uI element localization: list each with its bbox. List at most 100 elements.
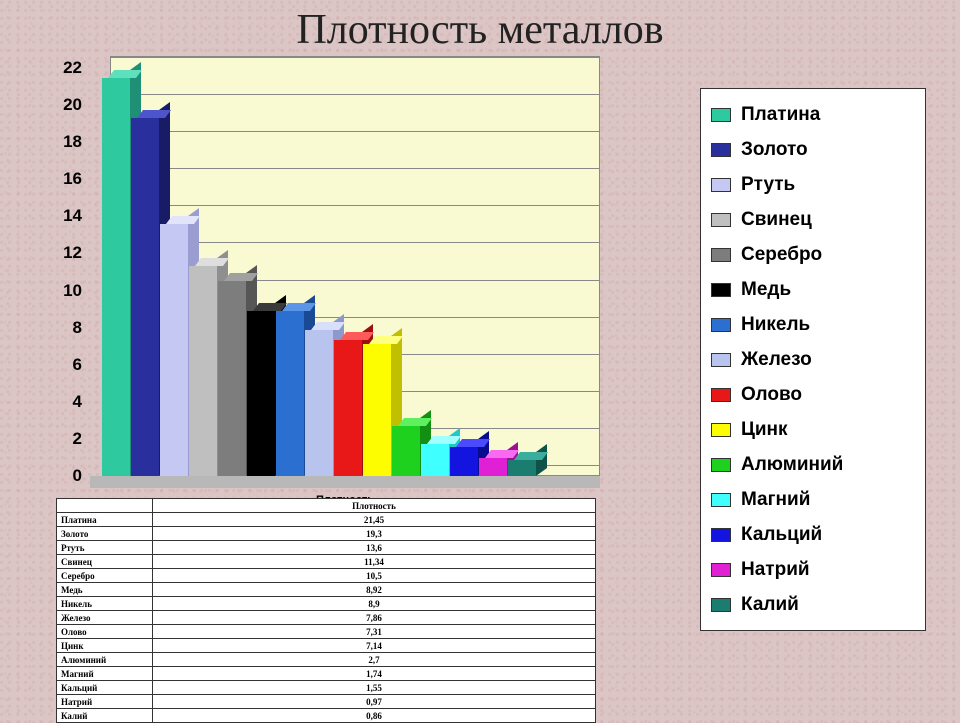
legend-label: Свинец: [741, 209, 812, 231]
table-cell-value: 8,92: [153, 583, 596, 597]
legend-label: Натрий: [741, 559, 810, 581]
legend-swatch: [711, 458, 731, 472]
legend-swatch: [711, 318, 731, 332]
table-row: Алюминий2,7: [57, 653, 596, 667]
legend-item: Ртуть: [711, 167, 915, 202]
legend-label: Кальций: [741, 524, 822, 546]
bar-top: [369, 336, 403, 344]
bar: [305, 330, 333, 476]
bar-front: [102, 78, 130, 476]
legend-item: Платина: [711, 97, 915, 132]
legend-label: Олово: [741, 384, 802, 406]
bar-front: [305, 330, 333, 476]
legend-swatch: [711, 598, 731, 612]
table-cell-name: Натрий: [57, 695, 153, 709]
table-cell-name: Цинк: [57, 639, 153, 653]
legend-item: Никель: [711, 307, 915, 342]
table-cell-value: 1,74: [153, 667, 596, 681]
legend-item: Кальций: [711, 517, 915, 552]
table-cell-name: Ртуть: [57, 541, 153, 555]
plot-floor: [90, 476, 600, 488]
bar-front: [421, 444, 449, 476]
bar-front: [247, 311, 275, 476]
y-tick: 16: [63, 169, 82, 189]
legend-label: Серебро: [741, 244, 822, 266]
bar-front: [450, 447, 478, 476]
bar: [218, 281, 246, 476]
legend-swatch: [711, 528, 731, 542]
table-row: Железо7,86: [57, 611, 596, 625]
table-row: Ртуть13,6: [57, 541, 596, 555]
y-tick: 10: [63, 281, 82, 301]
bar-front: [334, 340, 362, 476]
table-cell-name: Олово: [57, 625, 153, 639]
legend-label: Железо: [741, 349, 812, 371]
table-cell-value: 7,31: [153, 625, 596, 639]
bar-front: [189, 266, 217, 476]
table-row: Медь8,92: [57, 583, 596, 597]
legend-item: Натрий: [711, 552, 915, 587]
bar: [102, 78, 130, 476]
y-tick: 4: [73, 392, 82, 412]
legend-label: Алюминий: [741, 454, 843, 476]
bar: [276, 311, 304, 476]
table-row: Платина21,45: [57, 513, 596, 527]
y-tick: 14: [63, 206, 82, 226]
table-cell-name: Свинец: [57, 555, 153, 569]
bar-front: [508, 460, 536, 476]
bar: [131, 118, 159, 476]
table-body: Платина21,45Золото19,3Ртуть13,6Свинец11,…: [57, 513, 596, 723]
table-row: Цинк7,14: [57, 639, 596, 653]
legend-swatch: [711, 248, 731, 262]
legend-swatch: [711, 423, 731, 437]
bar-top: [282, 303, 316, 311]
legend-label: Калий: [741, 594, 799, 616]
bar-front: [276, 311, 304, 476]
legend-swatch: [711, 108, 731, 122]
y-tick: 20: [63, 95, 82, 115]
legend-swatch: [711, 213, 731, 227]
legend-swatch: [711, 178, 731, 192]
legend-item: Серебро: [711, 237, 915, 272]
table-cell-value: 1,55: [153, 681, 596, 695]
chart-area: 0246810121416182022 Плотность: [44, 68, 600, 488]
table-cell-name: Серебро: [57, 569, 153, 583]
legend-label: Магний: [741, 489, 810, 511]
table-cell-name: Кальций: [57, 681, 153, 695]
table-row: Магний1,74: [57, 667, 596, 681]
bar-side: [536, 444, 547, 476]
table-row: Свинец11,34: [57, 555, 596, 569]
bar-top: [398, 418, 432, 426]
y-tick: 8: [73, 318, 82, 338]
table-row: Серебро10,5: [57, 569, 596, 583]
table-cell-value: 10,5: [153, 569, 596, 583]
bar-front: [479, 458, 507, 476]
bar-top: [166, 216, 200, 224]
table-cell-value: 0,86: [153, 709, 596, 723]
y-tick: 12: [63, 243, 82, 263]
bar: [392, 426, 420, 476]
legend-label: Платина: [741, 104, 820, 126]
bar: [189, 266, 217, 476]
table-header-name: [57, 499, 153, 513]
bar: [363, 344, 391, 476]
legend-label: Ртуть: [741, 174, 795, 196]
legend-item: Цинк: [711, 412, 915, 447]
table-cell-value: 2,7: [153, 653, 596, 667]
y-tick: 22: [63, 58, 82, 78]
table-row: Натрий0,97: [57, 695, 596, 709]
table-cell-value: 8,9: [153, 597, 596, 611]
table-cell-name: Медь: [57, 583, 153, 597]
legend-item: Магний: [711, 482, 915, 517]
table-cell-name: Железо: [57, 611, 153, 625]
legend-swatch: [711, 493, 731, 507]
y-axis: 0246810121416182022: [44, 68, 88, 488]
legend-item: Алюминий: [711, 447, 915, 482]
table-cell-name: Платина: [57, 513, 153, 527]
bar: [508, 460, 536, 476]
y-tick: 0: [73, 466, 82, 486]
table-row: Золото19,3: [57, 527, 596, 541]
plot-area: [90, 68, 600, 488]
legend-item: Свинец: [711, 202, 915, 237]
bar: [247, 311, 275, 476]
